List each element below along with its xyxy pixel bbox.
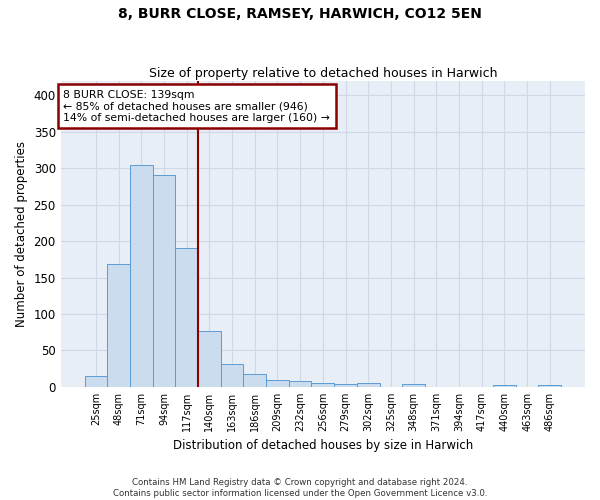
Bar bbox=[152, 176, 175, 387]
Bar bbox=[493, 386, 516, 387]
Text: Contains HM Land Registry data © Crown copyright and database right 2024.
Contai: Contains HM Land Registry data © Crown c… bbox=[113, 478, 487, 498]
Bar bbox=[289, 381, 311, 387]
Y-axis label: Number of detached properties: Number of detached properties bbox=[15, 141, 28, 327]
Bar bbox=[85, 376, 107, 387]
Title: Size of property relative to detached houses in Harwich: Size of property relative to detached ho… bbox=[149, 66, 497, 80]
Bar bbox=[311, 382, 334, 387]
Bar bbox=[221, 364, 244, 387]
Bar bbox=[357, 384, 380, 387]
Text: 8, BURR CLOSE, RAMSEY, HARWICH, CO12 5EN: 8, BURR CLOSE, RAMSEY, HARWICH, CO12 5EN bbox=[118, 8, 482, 22]
Bar bbox=[198, 331, 221, 387]
Bar bbox=[130, 164, 152, 387]
Bar bbox=[334, 384, 357, 387]
Bar bbox=[175, 248, 198, 387]
Bar bbox=[107, 264, 130, 387]
Bar bbox=[538, 386, 561, 387]
Text: 8 BURR CLOSE: 139sqm
← 85% of detached houses are smaller (946)
14% of semi-deta: 8 BURR CLOSE: 139sqm ← 85% of detached h… bbox=[63, 90, 330, 123]
Bar bbox=[402, 384, 425, 387]
X-axis label: Distribution of detached houses by size in Harwich: Distribution of detached houses by size … bbox=[173, 440, 473, 452]
Bar bbox=[266, 380, 289, 387]
Bar bbox=[244, 374, 266, 387]
